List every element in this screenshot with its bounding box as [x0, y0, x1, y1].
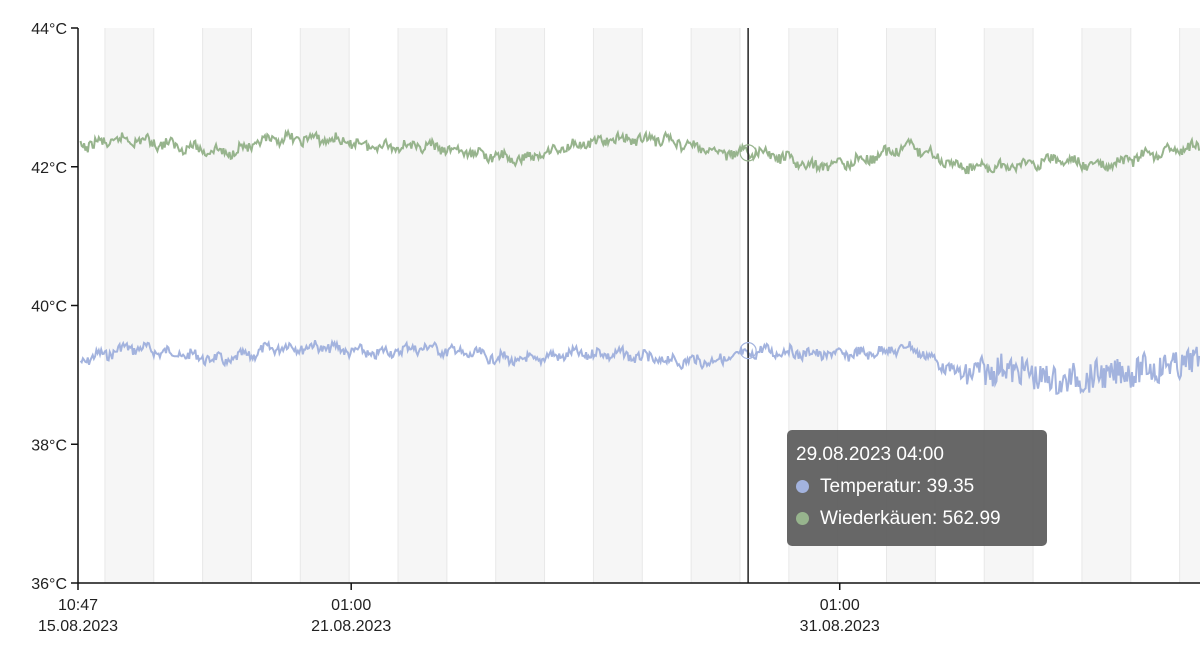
x-tick-date: 15.08.2023 [38, 618, 118, 635]
series-lines [79, 128, 1200, 395]
hover-marker-temperatur [739, 341, 757, 360]
wiederkaeuen-legend-dot [796, 512, 809, 525]
tooltip-label-wiederkaeuen: Wiederkäuen: 562.99 [820, 508, 1001, 529]
day-band [495, 28, 545, 583]
day-band [300, 28, 350, 583]
tooltip-row-wiederkaeuen: Wiederkäuen: 562.99 [796, 506, 1037, 538]
y-tick-label: 42°C [31, 160, 67, 177]
tooltip-row-temperatur: Temperatur: 39.35 [796, 474, 1037, 506]
series-line-temperatur [79, 338, 1200, 395]
day-band [202, 28, 252, 583]
x-tick-time: 10:47 [58, 597, 98, 614]
tooltip-title: 29.08.2023 04:00 [796, 444, 944, 465]
day-band [398, 28, 447, 583]
y-tick-label: 38°C [31, 437, 67, 454]
x-tick-time: 01:00 [820, 597, 860, 614]
x-tick-date: 21.08.2023 [311, 618, 391, 635]
tooltip-label-temperatur: Temperatur: 39.35 [820, 476, 975, 497]
hover-markers [739, 144, 757, 360]
y-tick-label: 40°C [31, 299, 67, 316]
day-band [104, 28, 154, 583]
day-band [593, 28, 643, 583]
y-tick-label: 36°C [31, 576, 67, 593]
hover-marker-wiederkaeuen [739, 144, 757, 162]
day-band [1179, 28, 1200, 583]
series-line-wiederkaeuen [79, 128, 1200, 175]
temperatur-legend-dot [796, 480, 809, 493]
y-tick-label: 44°C [31, 21, 67, 38]
y-ticks: 36°C 38°C 40°C 42°C 44°C [31, 21, 78, 593]
day-band [1081, 28, 1131, 583]
x-tick-date: 31.08.2023 [800, 618, 880, 635]
x-tick-time: 01:00 [331, 597, 371, 614]
x-ticks: 10:47 15.08.2023 01:00 21.08.2023 01:00 31.08… [38, 583, 880, 635]
hover-tooltip: 29.08.2023 04:00 Temperatur: 39.35 Wiede… [787, 430, 1047, 546]
day-band [691, 28, 740, 583]
